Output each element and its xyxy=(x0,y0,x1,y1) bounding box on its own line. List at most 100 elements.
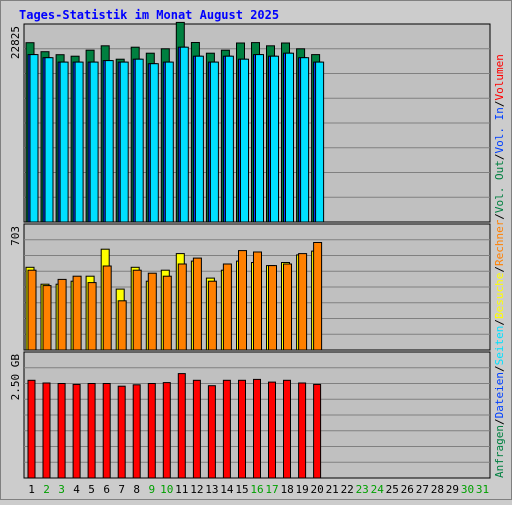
x-tick-label-day-20: 20 xyxy=(310,483,323,496)
bar-rechner-day-6 xyxy=(102,265,112,351)
x-tick-label-day-23: 23 xyxy=(356,483,369,496)
legend-entry-11: / xyxy=(493,153,506,160)
bar-seiten-day-9 xyxy=(149,63,159,223)
x-tick-label-day-13: 13 xyxy=(205,483,218,496)
bar-volumen-day-4 xyxy=(72,383,81,479)
bar-rechner-day-7 xyxy=(117,300,127,351)
bar-seiten-day-14 xyxy=(224,55,234,223)
x-tick-label-day-17: 17 xyxy=(265,483,278,496)
x-tick-label-day-5: 5 xyxy=(88,483,95,496)
bar-rechner-day-18 xyxy=(283,263,292,351)
bar-seiten-day-18 xyxy=(285,52,294,223)
bar-volumen-day-9 xyxy=(147,383,156,479)
bar-seiten-day-3 xyxy=(59,61,69,223)
bar-seiten-day-2 xyxy=(44,57,54,223)
bar-volumen-day-16 xyxy=(253,378,261,479)
legend-entry-13: / xyxy=(493,100,506,107)
bar-rechner-day-19 xyxy=(298,253,308,351)
bar-volumen-day-7 xyxy=(117,385,126,479)
chart-title: Tages-Statistik im Monat August 2025 xyxy=(19,8,279,22)
bar-rechner-day-10 xyxy=(162,275,172,351)
x-tick-label-day-12: 12 xyxy=(190,483,203,496)
bar-volumen-day-10 xyxy=(162,382,171,479)
bar-rechner-day-4 xyxy=(72,275,82,351)
x-tick-label-day-14: 14 xyxy=(220,483,234,496)
panel-visits-max-label: 703 xyxy=(9,226,22,246)
x-tick-label-day-29: 29 xyxy=(446,483,459,496)
panel-requests: 22825 xyxy=(9,21,491,223)
bar-volumen-day-20 xyxy=(313,383,322,479)
panel-requests-max-label: 22825 xyxy=(9,26,22,59)
x-tick-label-day-10: 10 xyxy=(160,483,173,496)
x-tick-label-day-22: 22 xyxy=(341,483,354,496)
legend-entry-10: Vol. Out xyxy=(493,160,506,213)
x-axis-labels: 1 2 3 4 5 6 7 8 9 10 11 12 13 14 15 16 17 18 19 20 21 22 23 24 2… xyxy=(28,483,489,496)
bar-seiten-day-13 xyxy=(209,61,219,223)
legend-entry-1: / xyxy=(493,418,506,425)
bar-volumen-day-18 xyxy=(283,379,291,479)
x-tick-label-day-16: 16 xyxy=(250,483,263,496)
bar-rechner-day-11 xyxy=(177,263,187,351)
side-legend: Anfragen/Dateien/Seiten/Besuche/Rechner/… xyxy=(493,54,506,478)
legend-entry-5: / xyxy=(493,319,506,326)
x-tick-label-day-25: 25 xyxy=(386,483,399,496)
bar-rechner-day-2 xyxy=(42,285,52,351)
bar-seiten-day-19 xyxy=(300,57,310,223)
x-tick-label-day-6: 6 xyxy=(103,483,110,496)
bar-seiten-day-10 xyxy=(164,61,174,223)
legend-entry-6: Besuche xyxy=(493,273,506,319)
bar-seiten-day-20 xyxy=(315,61,325,223)
bar-volumen-day-15 xyxy=(238,379,246,479)
bar-seiten-day-1 xyxy=(29,54,39,223)
bar-seiten-day-4 xyxy=(74,61,84,223)
x-tick-label-day-27: 27 xyxy=(416,483,429,496)
bar-volumen-day-3 xyxy=(57,383,66,479)
legend-entry-14: Volumen xyxy=(493,54,506,100)
bar-seiten-day-12 xyxy=(194,55,204,223)
bar-rechner-day-8 xyxy=(132,269,142,351)
legend-entry-8: Rechner xyxy=(493,219,506,266)
bar-volumen-day-6 xyxy=(102,383,111,479)
legend-entry-0: Anfragen xyxy=(493,425,506,478)
side-legend-text: Anfragen/Dateien/Seiten/Besuche/Rechner/… xyxy=(493,54,506,478)
bar-seiten-day-5 xyxy=(89,61,99,223)
x-tick-label-day-15: 15 xyxy=(235,483,248,496)
panel-visits: 703 xyxy=(9,223,491,351)
bar-seiten-day-15 xyxy=(240,58,249,223)
bar-rechner-day-1 xyxy=(27,269,37,351)
legend-entry-9: / xyxy=(493,213,506,220)
bar-volumen-day-14 xyxy=(222,379,231,479)
bar-rechner-day-15 xyxy=(238,250,247,351)
legend-entry-12: Vol. In xyxy=(493,107,506,153)
bar-rechner-day-16 xyxy=(253,251,262,351)
bar-volumen-day-1 xyxy=(27,379,36,479)
bar-volumen-day-12 xyxy=(192,379,201,479)
legend-entry-3: / xyxy=(493,365,506,372)
bar-volumen-day-2 xyxy=(42,382,51,479)
legend-entry-7: / xyxy=(493,266,506,273)
bar-volumen-day-11 xyxy=(177,373,186,479)
legend-entry-4: Seiten xyxy=(493,326,506,366)
x-tick-label-day-4: 4 xyxy=(73,483,80,496)
legend-entry-2: Dateien xyxy=(493,372,506,418)
bar-volumen-day-8 xyxy=(132,384,141,479)
bar-volumen-day-17 xyxy=(268,381,276,479)
x-tick-label-day-8: 8 xyxy=(133,483,140,496)
x-tick-label-day-1: 1 xyxy=(28,483,35,496)
bar-seiten-day-11 xyxy=(179,46,189,223)
bar-seiten-day-16 xyxy=(255,54,264,223)
bar-volumen-day-5 xyxy=(87,383,96,479)
bar-volumen-day-13 xyxy=(207,385,216,479)
bar-rechner-day-5 xyxy=(87,282,97,351)
x-tick-label-day-9: 9 xyxy=(148,483,155,496)
x-tick-label-day-28: 28 xyxy=(431,483,444,496)
x-tick-label-day-19: 19 xyxy=(295,483,308,496)
x-tick-label-day-7: 7 xyxy=(118,483,125,496)
bar-rechner-day-14 xyxy=(222,263,232,351)
bar-rechner-day-20 xyxy=(313,242,323,351)
bar-seiten-day-17 xyxy=(270,55,279,223)
bar-rechner-day-12 xyxy=(192,257,202,351)
